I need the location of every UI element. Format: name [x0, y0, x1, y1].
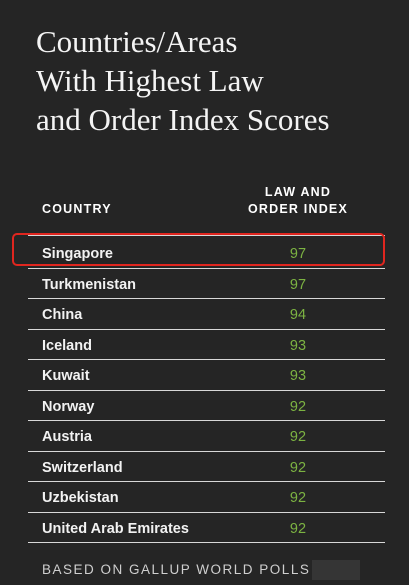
country-cell: Switzerland [42, 459, 123, 476]
table-row: United Arab Emirates 92 [28, 513, 385, 543]
table-row: Turkmenistan 97 [28, 269, 385, 299]
table-top-divider [28, 235, 385, 236]
source-footnote: BASED ON GALLUP WORLD POLLS [42, 562, 311, 577]
country-cell: Singapore [42, 246, 113, 262]
score-cell: 92 [289, 459, 307, 476]
country-cell: China [42, 307, 83, 323]
country-cell: Turkmenistan [42, 276, 137, 293]
score-cell: 97 [289, 246, 307, 262]
title-line-3: and Order Index Scores [36, 102, 330, 137]
column-header-index: LAW AND ORDER INDEX [232, 184, 364, 218]
table-row: Kuwait 93 [28, 360, 385, 391]
highlight-box [12, 233, 385, 266]
score-cell: 94 [289, 307, 307, 323]
title-line-1: Countries/Areas [36, 24, 238, 59]
country-cell: Norway [42, 398, 95, 415]
score-cell: 93 [289, 337, 307, 354]
table-row: Austria 92 [28, 421, 385, 452]
score-cell: 92 [289, 429, 307, 445]
table-header: COUNTRY LAW AND ORDER INDEX [28, 182, 385, 228]
column-header-country: COUNTRY [42, 202, 112, 216]
score-cell: 93 [289, 368, 307, 384]
table-row: Singapore 97 [28, 238, 385, 269]
column-header-index-line-2: ORDER INDEX [247, 202, 349, 216]
title-line-2: With Highest Law [36, 63, 264, 98]
country-cell: Kuwait [42, 368, 90, 384]
country-cell: Austria [42, 429, 92, 445]
score-cell: 92 [289, 490, 307, 506]
score-cell: 97 [289, 276, 307, 293]
country-cell: Iceland [42, 337, 92, 354]
score-cell: 92 [289, 398, 307, 415]
table-row: Switzerland 92 [28, 452, 385, 482]
table-row: Norway 92 [28, 391, 385, 421]
page-title: Countries/Areas With Highest Law and Ord… [36, 22, 396, 139]
country-cell: Uzbekistan [42, 490, 119, 506]
country-cell: United Arab Emirates [42, 520, 189, 537]
table-row: Iceland 93 [28, 330, 385, 360]
watermark [312, 560, 360, 580]
score-cell: 92 [289, 520, 307, 537]
table-row: China 94 [28, 299, 385, 330]
table-row: Uzbekistan 92 [28, 482, 385, 513]
column-header-index-line-1: LAW AND [264, 185, 332, 199]
ranking-table: Singapore 97 Turkmenistan 97 China 94 Ic… [28, 238, 385, 543]
